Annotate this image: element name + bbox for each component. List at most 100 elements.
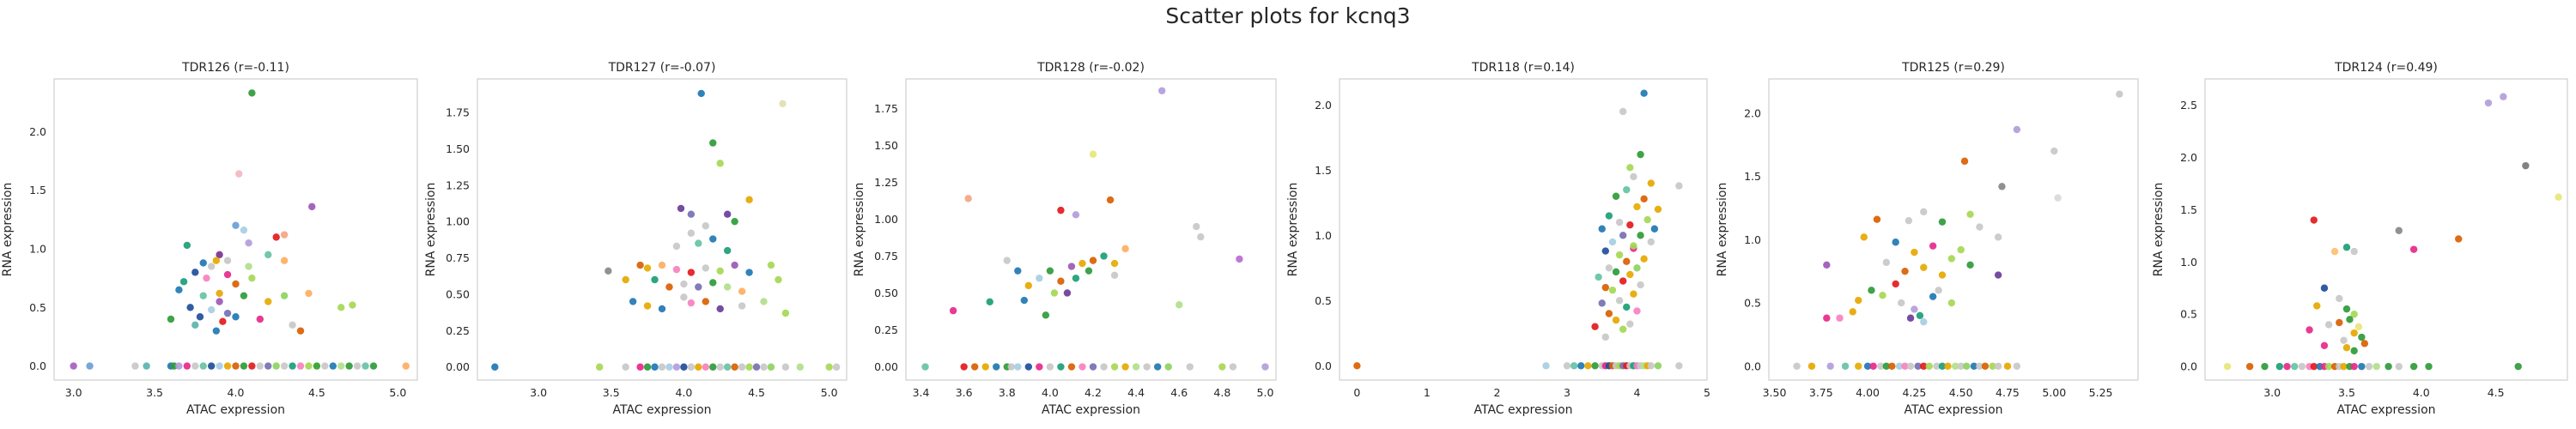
x-axis-label: ATAC expression [2336,403,2435,417]
data-point [1882,362,1891,370]
data-point [651,363,659,371]
data-point [289,362,296,370]
data-point [1072,211,1080,219]
data-point [1121,363,1129,371]
data-point [1640,255,1648,263]
data-point [196,313,204,321]
x-tick-label: 3.8 [999,386,1016,399]
data-point [1994,362,2002,370]
x-tick-label: 3 [1564,386,1571,399]
data-point [1650,225,1659,233]
x-tick-label: 4.25 [1902,386,1926,399]
data-point [1836,314,1844,322]
data-point [2310,362,2318,371]
data-point [665,363,673,371]
data-point [1647,179,1655,187]
data-point [1100,252,1108,260]
data-point [2409,245,2418,253]
data-point [697,89,705,98]
data-point [186,304,194,311]
y-axis-label: RNA expression [1716,183,1729,277]
data-point [2365,362,2373,371]
data-point [1920,263,1928,271]
data-point [248,274,256,282]
data-point [219,317,227,325]
data-point [1106,196,1115,204]
data-point [1193,222,1200,231]
data-point [1601,283,1609,292]
data-point [1637,281,1644,289]
data-point [232,280,240,288]
y-tick-label: 1.5 [2180,203,2197,216]
data-point [695,363,702,371]
data-point [1976,223,1984,231]
data-point [672,242,681,251]
data-point [1612,268,1620,276]
data-point [964,195,972,202]
data-point [2116,90,2123,98]
data-point [1626,270,1634,279]
data-point [248,362,256,370]
data-point [596,363,604,371]
data-point [1218,363,1226,371]
data-point [1057,363,1065,371]
x-tick-label: 4.5 [308,386,325,399]
data-point [1110,271,1119,280]
data-point [687,210,696,218]
data-point [622,275,629,284]
data-point [2313,302,2321,310]
data-point [223,309,232,317]
data-point [1637,150,1644,159]
data-point [256,315,264,323]
data-point [1957,245,1965,254]
data-point [825,363,833,371]
data-point [1938,362,1947,370]
data-point [1920,362,1928,370]
data-point [723,210,732,218]
data-point [1957,362,1965,370]
data-point [1024,281,1033,290]
data-point [191,321,199,329]
data-point [1598,299,1606,307]
x-tick-label: 4.0 [2413,386,2430,399]
data-point [308,202,316,211]
y-tick-label: 0.5 [1744,297,1761,310]
data-point [738,302,746,310]
y-tick-label: 1.0 [1744,233,1761,246]
scatter-panel: TDR127 (r=-0.07) 3.0 3.5 4.0 4.5 5.0 0.00 0.25 0… [424,61,848,417]
data-point [232,221,240,229]
y-tick-label: 1.25 [874,176,898,189]
data-point [1601,333,1609,341]
data-point [199,259,207,267]
data-point [1905,216,1913,225]
data-point [216,298,223,305]
data-point [143,362,150,370]
data-point [223,270,232,279]
x-tick-label: 3.5 [2338,386,2355,399]
plot-area [2204,78,2568,381]
data-point [665,283,673,291]
y-tick-label: 0.00 [446,360,470,373]
panel-title: TDR125 (r=0.29) [1901,61,2005,75]
data-point [1121,245,1129,253]
x-tick-label: 0 [1353,386,1360,399]
data-point [1601,247,1609,255]
data-point [240,292,248,299]
data-point [2350,311,2358,318]
data-point [1929,242,1937,250]
y-tick-label: 1.75 [874,102,898,115]
data-point [280,257,289,264]
data-point [1157,87,1166,94]
x-tick-label: 4.6 [1170,386,1188,399]
data-point [738,287,746,295]
data-point [1925,362,1933,370]
data-point [723,246,732,255]
data-point [832,363,841,371]
y-axis-label: RNA expression [424,183,438,277]
x-tick-label: 4.50 [1949,386,1973,399]
data-point [1089,150,1097,158]
plot-area [477,78,848,381]
data-point [658,363,666,371]
data-point [2013,362,2021,370]
y-tick-label: 2.0 [1744,106,1761,119]
